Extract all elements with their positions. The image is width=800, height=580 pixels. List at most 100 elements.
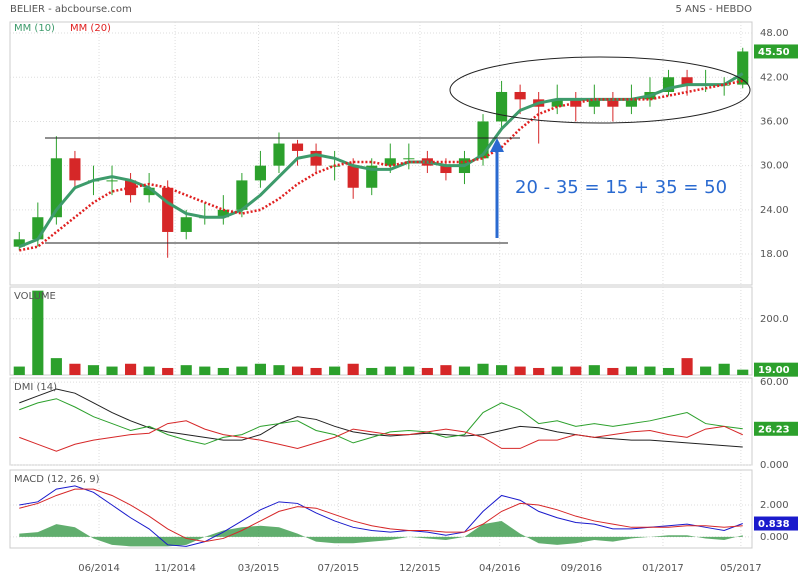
last-value-label: 19.00 bbox=[758, 365, 790, 376]
last-value-label: 26.23 bbox=[758, 424, 790, 435]
y-tick-label: 30.00 bbox=[760, 161, 789, 172]
candle-body bbox=[254, 165, 266, 181]
candle-body bbox=[737, 51, 749, 85]
x-tick-label: 11/2014 bbox=[154, 563, 196, 574]
y-tick-label: 2.000 bbox=[760, 500, 789, 511]
y-tick-label: 36.00 bbox=[760, 116, 789, 127]
series-line bbox=[19, 398, 743, 445]
panel-frame bbox=[9, 469, 753, 549]
candle-body bbox=[106, 180, 118, 182]
candle-body bbox=[625, 99, 637, 107]
legend-entry: MM (10) bbox=[14, 23, 55, 34]
series-line bbox=[19, 485, 743, 547]
candle-body bbox=[588, 99, 600, 107]
candle-body bbox=[681, 77, 693, 85]
histogram-area bbox=[19, 520, 743, 547]
candle-body bbox=[273, 143, 285, 166]
y-tick-label: 0.000 bbox=[760, 532, 789, 543]
volume-bar bbox=[496, 365, 508, 375]
volume-bar bbox=[32, 290, 44, 375]
volume-bar bbox=[551, 366, 563, 375]
volume-bar bbox=[440, 365, 452, 375]
volume-bar bbox=[681, 358, 693, 375]
arrow-head bbox=[490, 138, 504, 152]
y-tick-label: 200.0 bbox=[760, 314, 789, 325]
last-value-box bbox=[754, 516, 798, 531]
volume-bar bbox=[143, 366, 155, 375]
volume-bar bbox=[458, 366, 471, 375]
volume-bar bbox=[700, 366, 712, 375]
last-value-box bbox=[754, 421, 798, 436]
annotation: 20 - 35 = 15 + 35 = 50 bbox=[515, 177, 727, 198]
candle-body bbox=[366, 165, 378, 188]
series-line bbox=[19, 488, 743, 543]
candle-body bbox=[50, 158, 62, 218]
y-tick-label: 18.00 bbox=[760, 249, 789, 260]
volume-bar bbox=[662, 367, 675, 375]
candle-body bbox=[477, 121, 489, 159]
x-tick-label: 09/2016 bbox=[561, 563, 603, 574]
volume-bar bbox=[718, 363, 730, 375]
candle-body bbox=[291, 143, 304, 151]
x-tick-label: 06/2014 bbox=[78, 563, 120, 574]
candle-body bbox=[384, 158, 396, 166]
volume-bar bbox=[236, 366, 248, 375]
x-tick-label: 04/2016 bbox=[479, 563, 521, 574]
panel-title: DMI (14) bbox=[14, 382, 57, 393]
candle-body bbox=[347, 165, 359, 188]
candle-body bbox=[32, 217, 44, 240]
candle-body bbox=[236, 180, 248, 210]
panel-frame bbox=[9, 377, 753, 466]
series-line bbox=[19, 388, 743, 448]
legend-entry: MM (20) bbox=[70, 23, 111, 34]
volume-bar bbox=[533, 367, 545, 375]
x-tick-label: 12/2015 bbox=[399, 563, 441, 574]
candle-body bbox=[607, 99, 619, 107]
period: 5 ANS - HEBDO bbox=[676, 4, 753, 15]
candle-body bbox=[551, 99, 563, 107]
volume-bar bbox=[737, 369, 749, 375]
volume-bar bbox=[403, 366, 415, 375]
y-tick-label: 24.00 bbox=[760, 205, 789, 216]
drawings: 20 - 35 = 15 + 35 = 50 bbox=[45, 56, 751, 244]
panel-frame bbox=[9, 21, 753, 286]
volume-bar bbox=[13, 366, 25, 375]
volume-bar bbox=[625, 366, 637, 375]
page-title: BELIER - abcbourse.com bbox=[10, 4, 132, 15]
volume-bar bbox=[273, 365, 285, 375]
volume-bar bbox=[644, 366, 656, 375]
volume-bar bbox=[291, 366, 304, 375]
volume-bar bbox=[384, 366, 396, 375]
volume-bar bbox=[162, 367, 174, 375]
volume-bar bbox=[514, 366, 526, 375]
panel-title: VOLUME bbox=[14, 291, 56, 302]
x-tick-label: 03/2015 bbox=[238, 563, 280, 574]
y-tick-label: 42.00 bbox=[760, 72, 789, 83]
y-tick-label: 48.00 bbox=[760, 28, 789, 39]
y-tick-label: 60.00 bbox=[760, 377, 789, 388]
candle-body bbox=[310, 150, 322, 166]
candle-body bbox=[440, 165, 452, 174]
candle-body bbox=[162, 187, 174, 232]
candle-body bbox=[143, 187, 155, 196]
candle-body bbox=[662, 77, 675, 92]
volume-bar bbox=[588, 365, 600, 375]
volume-bar bbox=[199, 366, 211, 375]
candle-body bbox=[13, 239, 25, 247]
volume-bar bbox=[87, 365, 100, 375]
candle-body bbox=[125, 180, 137, 196]
x-tick-label: 05/2017 bbox=[720, 563, 762, 574]
series-line bbox=[18, 72, 744, 249]
x-tick-label: 07/2015 bbox=[318, 563, 360, 574]
volume-bar bbox=[69, 363, 81, 375]
ellipse bbox=[449, 56, 751, 124]
candle-body bbox=[403, 158, 415, 160]
volume-bar bbox=[366, 367, 378, 375]
candle-body bbox=[496, 91, 508, 122]
candle-body bbox=[514, 91, 526, 100]
volume-bar bbox=[421, 367, 433, 375]
volume-bar bbox=[310, 367, 322, 375]
volume-bar bbox=[217, 367, 229, 375]
volume-bar bbox=[180, 365, 192, 375]
